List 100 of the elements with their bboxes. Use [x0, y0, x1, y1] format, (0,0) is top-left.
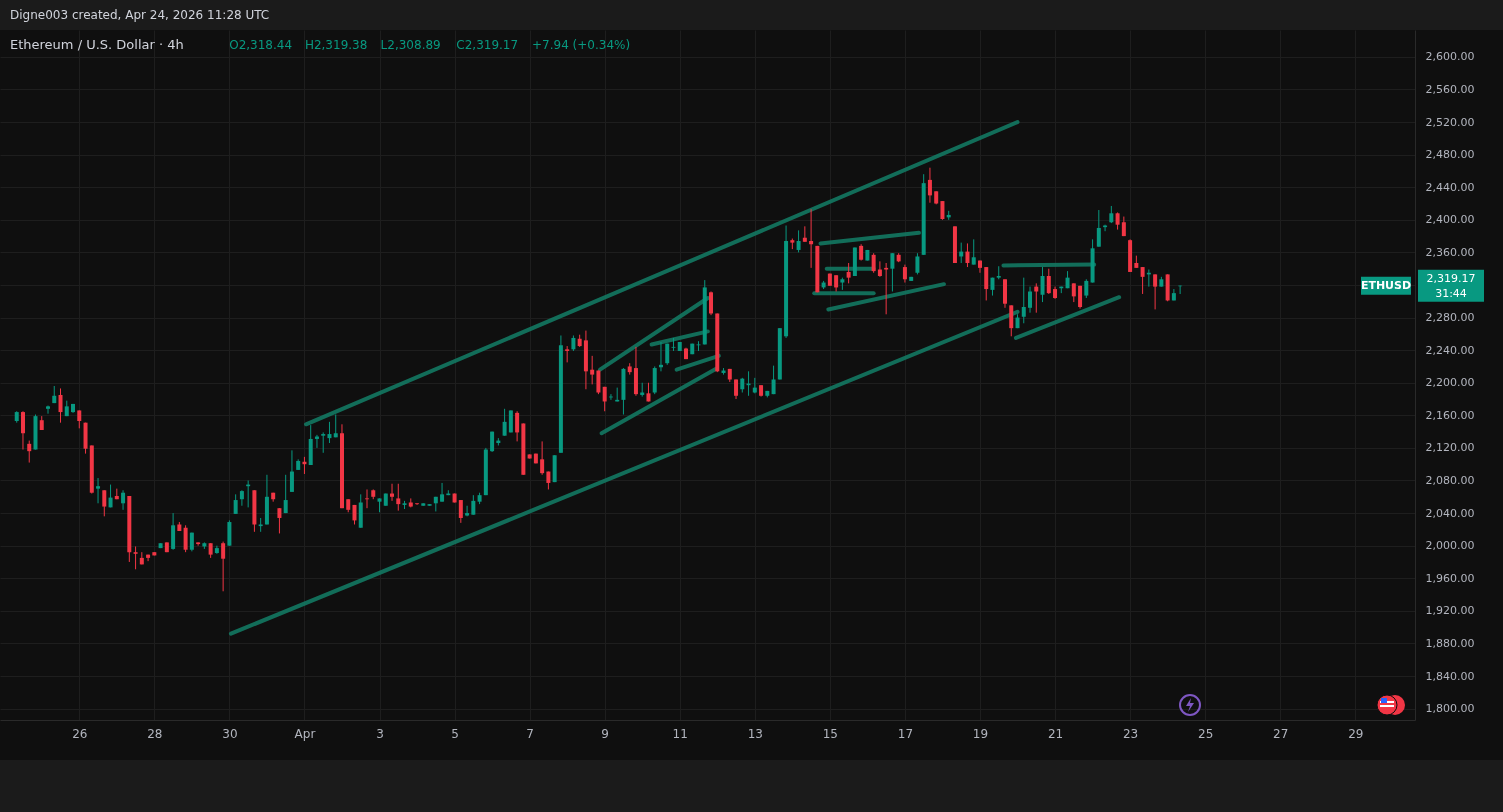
candlestick — [46, 405, 50, 415]
x-tick-label: Apr — [294, 726, 316, 741]
candlestick — [590, 355, 595, 385]
candlestick — [221, 541, 226, 592]
candlestick — [846, 262, 851, 284]
annotation: +7.94 (+0.34%) — [532, 38, 631, 52]
candlestick — [1040, 266, 1045, 303]
candlestick — [183, 524, 188, 553]
y-tick-label: 2,080.00 — [1425, 474, 1475, 487]
y-tick-label: 1,960.00 — [1425, 571, 1475, 585]
y-tick-label: 2,200.00 — [1425, 376, 1475, 390]
candlestick — [327, 421, 332, 444]
x-tick-label: 23 — [1122, 726, 1139, 741]
x-tick-label: 17 — [897, 726, 914, 741]
candlestick — [96, 477, 101, 504]
candlestick — [502, 408, 507, 437]
x-tick-label: 28 — [147, 726, 163, 741]
candlestick — [1140, 266, 1145, 295]
x-tick-label: 13 — [747, 726, 763, 741]
x-tick-label: 5 — [451, 726, 459, 741]
candlestick — [196, 541, 201, 547]
annotation: L2,308.89 — [380, 38, 441, 52]
candlestick — [121, 489, 126, 511]
y-tick-label: 2,400.00 — [1425, 213, 1475, 227]
candlestick — [227, 519, 232, 547]
candlestick — [277, 507, 282, 534]
y-tick-label: 1,840.00 — [1425, 669, 1475, 683]
candlestick — [515, 410, 520, 442]
candlestick — [877, 260, 882, 278]
x-tick-label: 7 — [526, 726, 534, 741]
candlestick — [734, 378, 739, 400]
candlestick — [283, 474, 288, 514]
y-tick-label: 2,040.00 — [1425, 506, 1475, 520]
candlestick — [1009, 304, 1014, 337]
annotation: O2,318.44 — [229, 38, 293, 52]
candlestick — [133, 545, 138, 570]
candlestick — [458, 499, 463, 524]
candlestick — [602, 386, 607, 412]
annotation: C2,319.17 — [456, 38, 519, 52]
x-tick-label: 29 — [1348, 726, 1364, 741]
x-tick-label: 21 — [1047, 726, 1064, 741]
x-tick-label: 11 — [672, 726, 688, 741]
y-tick-label: 2,240.00 — [1425, 343, 1475, 357]
y-tick-label: 2,600.00 — [1425, 50, 1475, 64]
y-tick-label: 1,920.00 — [1425, 604, 1475, 618]
candlestick — [809, 208, 814, 269]
candlestick — [102, 489, 107, 517]
candlestick — [171, 512, 176, 551]
y-tick-label: 2,000.00 — [1425, 539, 1475, 553]
candlestick — [696, 340, 701, 352]
candlestick — [927, 167, 932, 204]
x-tick-label: 27 — [1273, 726, 1289, 741]
candlestick — [239, 489, 244, 507]
candlestick — [871, 252, 876, 274]
candlestick — [884, 262, 889, 315]
candlestick — [1153, 273, 1158, 310]
candlestick — [971, 238, 976, 266]
annotation: H2,319.38 — [304, 38, 368, 52]
text: Digne003 created, Apr 24, 2026 11:28 UTC — [9, 7, 271, 24]
y-tick-label: 2,360.00 — [1425, 245, 1475, 259]
candlestick — [465, 505, 470, 517]
candlestick — [984, 266, 989, 301]
y-tick-label: 2,560.00 — [1425, 82, 1475, 96]
candlestick — [20, 410, 25, 451]
candlestick — [58, 387, 63, 424]
candlestick — [233, 493, 238, 515]
candlestick — [289, 449, 294, 493]
candlestick — [709, 291, 714, 316]
candlestick — [1046, 268, 1051, 295]
candlestick — [1071, 282, 1076, 303]
candlestick — [915, 252, 920, 275]
candlestick — [415, 502, 420, 506]
candlestick — [1084, 278, 1089, 299]
candlestick — [940, 200, 945, 221]
y-tick-label: 2,440.00 — [1425, 180, 1475, 194]
annotation: ETHUSD — [1360, 278, 1412, 292]
candlestick — [440, 482, 445, 503]
candlestick — [1096, 209, 1101, 248]
x-tick-label: 15 — [822, 726, 838, 741]
candlestick — [27, 440, 32, 464]
text: 31:44 — [1435, 286, 1467, 300]
candlestick — [471, 494, 476, 516]
candlestick — [540, 440, 545, 476]
text: Ethereum / U.S. Dollar · 4h — [10, 37, 184, 52]
candlestick — [1028, 286, 1033, 314]
text: 2,319.17 — [1426, 271, 1476, 285]
y-tick-label: 2,280.00 — [1425, 311, 1475, 325]
x-tick-label: 19 — [972, 726, 989, 741]
candlestick — [671, 337, 676, 352]
x-tick-label: 30 — [222, 726, 238, 741]
candlestick — [390, 483, 395, 502]
candlestick — [1021, 277, 1026, 324]
y-tick-label: 1,880.00 — [1425, 636, 1475, 650]
x-tick-label: 9 — [601, 726, 610, 741]
y-tick-label: 1,800.00 — [1425, 702, 1475, 716]
y-tick-label: 2,480.00 — [1425, 148, 1475, 162]
candlestick — [796, 229, 801, 253]
candlestick — [396, 483, 401, 512]
candlestick — [321, 431, 326, 454]
y-tick-label: 2,160.00 — [1425, 408, 1475, 422]
